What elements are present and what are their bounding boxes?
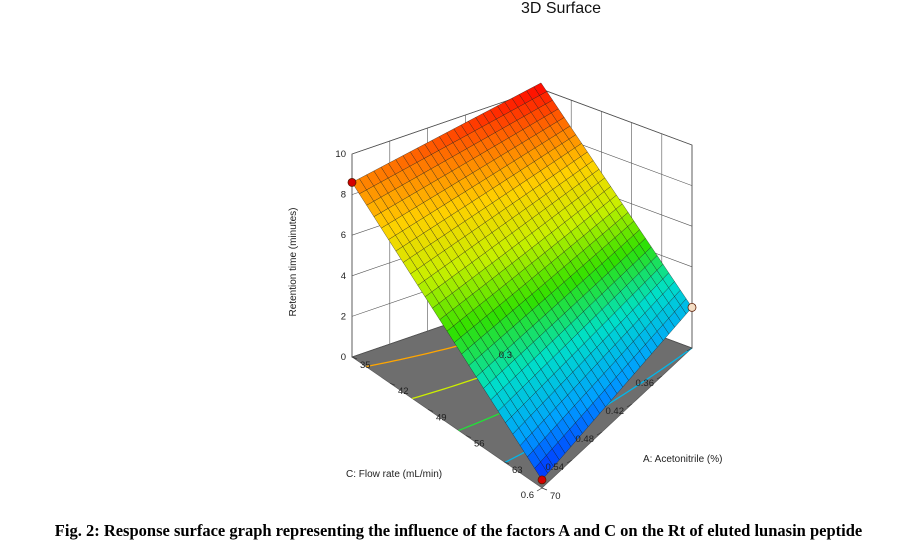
x-tick-label: 42 <box>398 386 409 397</box>
y-tick-label: 0.6 <box>521 490 534 501</box>
x-tick-label: 35 <box>360 360 371 371</box>
y-tick-mark <box>656 375 663 380</box>
y-tick-label: 0.48 <box>576 434 595 445</box>
x-tick-mark <box>351 356 358 360</box>
x-axis-label: A: Acetonitrile (%) <box>643 454 722 465</box>
x-tick-mark <box>389 382 396 386</box>
y-tick-mark <box>686 347 693 352</box>
x-tick-mark <box>465 435 472 438</box>
y-tick-mark <box>566 459 573 464</box>
z-tick-label: 6 <box>341 230 346 241</box>
z-axis-label: Retention time (minutes) <box>288 208 299 317</box>
y-tick-label: 0.42 <box>606 406 625 417</box>
y-tick-label: 0.3 <box>499 350 512 361</box>
response-surface <box>351 82 693 481</box>
figure-caption: Fig. 2: Response surface graph represent… <box>54 521 863 540</box>
x-tick-label: 56 <box>474 439 485 450</box>
z-tick-label: 4 <box>341 271 346 282</box>
y-tick-label: 0.36 <box>636 378 655 389</box>
y-tick-mark <box>596 431 603 436</box>
design-point <box>347 178 357 187</box>
z-tick-label: 8 <box>341 190 346 201</box>
x-tick-label: 49 <box>436 412 447 423</box>
y-tick-label: 0.54 <box>546 462 565 473</box>
z-tick-label: 0 <box>341 352 346 363</box>
x-tick-mark <box>427 409 434 412</box>
y-tick-mark <box>626 403 633 408</box>
x-tick-mark <box>503 461 510 465</box>
z-tick-label: 10 <box>335 149 346 160</box>
axis-ticks: 0 2 4 6 8 10 0.3 0.36 0.42 0.48 0.54 0.6 35 42 49 56 63 7… <box>335 149 693 502</box>
design-point <box>537 475 547 485</box>
x-tick-mark <box>541 487 548 491</box>
x-tick-label: 63 <box>512 465 523 476</box>
z-tick-label: 2 <box>341 311 346 322</box>
chart-title: 3D Surface <box>521 0 601 17</box>
x-tick-label: 70 <box>550 491 561 502</box>
design-points <box>347 178 697 485</box>
y-tick-mark <box>536 487 543 492</box>
design-point <box>687 302 697 312</box>
y-axis-label: C: Flow rate (mL/min) <box>346 469 442 480</box>
